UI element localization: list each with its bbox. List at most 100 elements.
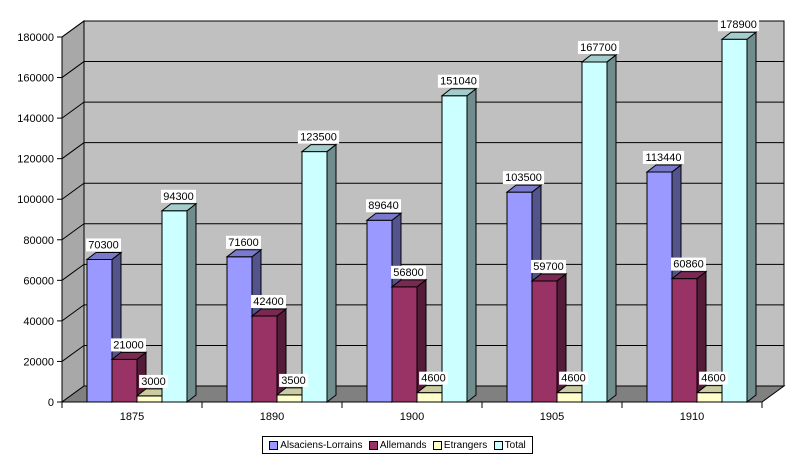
data-label-alsaciens-lorrains-1910: 113440 bbox=[642, 150, 685, 164]
data-label-text: 56800 bbox=[393, 267, 424, 279]
data-label-allemands-1900: 56800 bbox=[391, 265, 426, 279]
legend-swatch-total bbox=[493, 440, 503, 450]
gridline bbox=[61, 182, 784, 200]
data-label-total-1900: 151040 bbox=[437, 74, 480, 88]
bar-front bbox=[506, 191, 533, 403]
legend-item-allemands: Allemands bbox=[368, 439, 427, 451]
x-tick-label-1900: 1900 bbox=[400, 411, 424, 423]
data-label-text: 59700 bbox=[533, 261, 564, 273]
data-label-text: 151040 bbox=[440, 76, 477, 88]
y-tick-label: 140000 bbox=[17, 113, 54, 125]
bar-top bbox=[505, 184, 543, 193]
data-label-allemands-1890: 42400 bbox=[251, 295, 286, 309]
data-label-allemands-1910: 60860 bbox=[671, 257, 706, 271]
data-label-text: 94300 bbox=[163, 191, 194, 203]
data-label-bg bbox=[111, 338, 146, 352]
data-label-text: 167700 bbox=[580, 42, 617, 54]
data-label-bg bbox=[251, 295, 286, 309]
bar-front bbox=[136, 395, 163, 403]
data-label-bg bbox=[531, 259, 566, 273]
y-tick-label: 60000 bbox=[23, 275, 54, 287]
bar-front bbox=[721, 38, 748, 403]
gridline bbox=[61, 20, 784, 38]
data-label-text: 113440 bbox=[646, 152, 682, 164]
bar-front bbox=[646, 171, 673, 403]
y-tick-label: 40000 bbox=[23, 316, 54, 328]
bar-top bbox=[365, 212, 403, 221]
data-label-text: 42400 bbox=[253, 296, 284, 308]
bar-top bbox=[110, 351, 148, 360]
gridline bbox=[61, 101, 784, 119]
bar-allemands-1890 bbox=[250, 307, 288, 404]
x-tick-label-1875: 1875 bbox=[120, 411, 144, 423]
bar-side bbox=[746, 31, 757, 404]
data-label-text: 3000 bbox=[141, 376, 165, 388]
bar-front bbox=[111, 358, 138, 403]
bar-top bbox=[225, 249, 263, 258]
data-label-bg bbox=[161, 189, 196, 203]
side-wall bbox=[61, 20, 85, 403]
data-label-alsaciens-lorrains-1875: 70300 bbox=[86, 238, 121, 252]
bar-front bbox=[226, 256, 253, 403]
y-tick-label: 180000 bbox=[17, 32, 54, 44]
data-label-bg bbox=[366, 199, 401, 213]
bar-side bbox=[186, 202, 197, 404]
gridline bbox=[61, 142, 784, 160]
legend-swatch-alsaciens-lorrains bbox=[269, 440, 279, 450]
data-label-etrangers-1900: 4600 bbox=[419, 371, 448, 385]
data-label-text: 71600 bbox=[228, 237, 259, 249]
y-tick-label: 20000 bbox=[23, 356, 54, 368]
bar-total-1890 bbox=[300, 143, 338, 404]
data-label-text: 60860 bbox=[673, 259, 704, 271]
bar-top bbox=[160, 203, 198, 212]
bar-side bbox=[606, 53, 617, 404]
data-label-etrangers-1875: 3000 bbox=[139, 374, 168, 388]
data-label-alsaciens-lorrains-1890: 71600 bbox=[226, 235, 261, 249]
bar-front bbox=[391, 286, 418, 403]
data-label-etrangers-1890: 3500 bbox=[279, 373, 308, 387]
bar-total-1905 bbox=[580, 53, 618, 404]
bar-front bbox=[696, 392, 723, 403]
data-label-bg bbox=[391, 265, 426, 279]
bar-top bbox=[720, 31, 758, 40]
data-label-alsaciens-lorrains-1905: 103500 bbox=[502, 171, 545, 185]
legend-item-etrangers: Etrangers bbox=[432, 440, 487, 451]
data-label-bg bbox=[437, 74, 480, 88]
data-label-bg bbox=[642, 150, 685, 164]
bar-front bbox=[671, 278, 698, 403]
bar-front bbox=[441, 95, 468, 403]
bar-top bbox=[580, 54, 618, 63]
data-label-bg bbox=[671, 257, 706, 271]
legend-item-total: Total bbox=[493, 439, 526, 451]
legend: Alsaciens-Lorrains Allemands Etrangers T… bbox=[262, 436, 533, 454]
data-label-bg bbox=[297, 130, 340, 144]
data-label-bg bbox=[577, 40, 620, 54]
data-label-total-1875: 94300 bbox=[161, 189, 196, 203]
bar-front bbox=[531, 280, 558, 403]
legend-label-total: Total bbox=[504, 439, 526, 451]
x-tick-label-1910: 1910 bbox=[680, 411, 704, 423]
legend-label-allemands: Allemands bbox=[379, 439, 427, 451]
data-label-bg bbox=[139, 374, 168, 388]
bar-side bbox=[326, 143, 337, 404]
legend-item-alsaciens-lorrains: Alsaciens-Lorrains bbox=[269, 440, 362, 451]
x-tick-label-1890: 1890 bbox=[260, 411, 284, 423]
bar-total-1875 bbox=[160, 202, 198, 404]
bar-side bbox=[466, 87, 477, 404]
data-label-text: 70300 bbox=[88, 239, 119, 251]
y-tick-label: 160000 bbox=[17, 73, 54, 85]
bar-top bbox=[440, 88, 478, 97]
legend-swatch-allemands bbox=[368, 440, 378, 450]
bar-top bbox=[530, 273, 568, 282]
data-label-bg bbox=[699, 371, 728, 385]
legend-swatch-etrangers bbox=[432, 440, 442, 450]
data-label-text: 3500 bbox=[281, 375, 305, 387]
data-label-text: 178900 bbox=[720, 19, 757, 31]
bar-side bbox=[276, 307, 287, 404]
data-label-allemands-1905: 59700 bbox=[531, 259, 566, 273]
data-label-text: 103500 bbox=[505, 172, 542, 184]
bar-front bbox=[416, 392, 443, 403]
bar-allemands-1905 bbox=[530, 272, 568, 404]
legend-label-alsaciens-lorrains: Alsaciens-Lorrains bbox=[280, 439, 363, 451]
